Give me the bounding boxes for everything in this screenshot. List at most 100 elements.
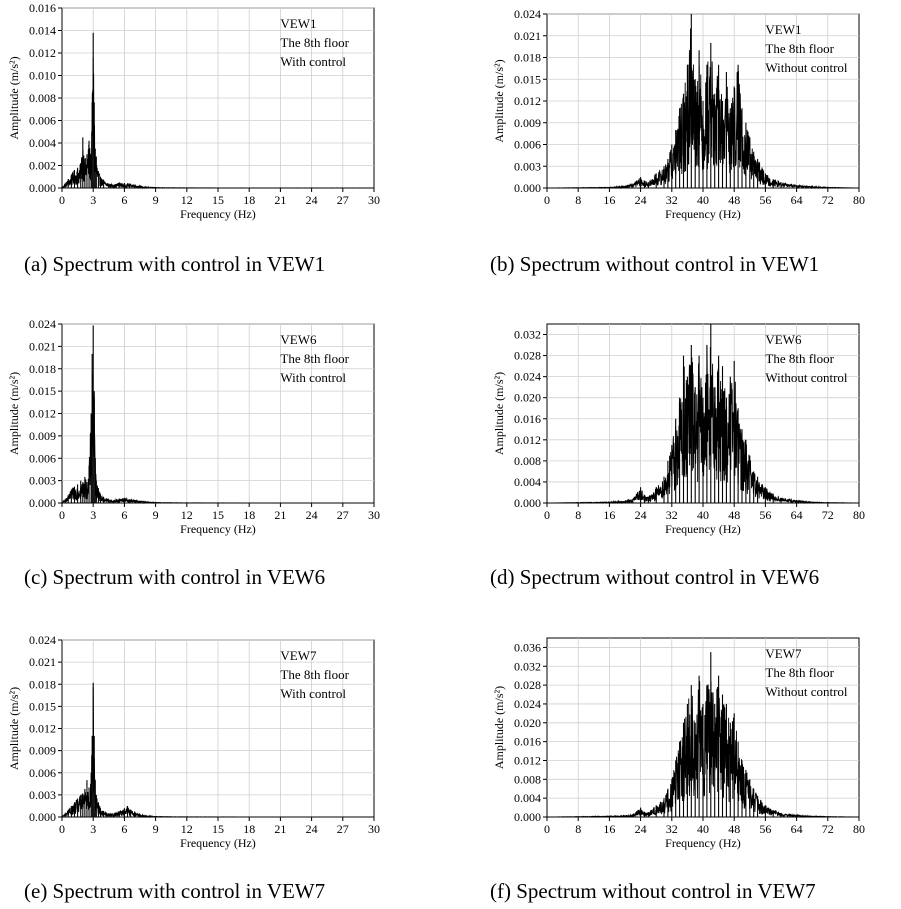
y-tick-label: 0.015 (29, 384, 56, 398)
chart-c: 0 3 6 9 12 15 18 21 24 27 30 0.000 0.003 0.006 0.009 0.… (7, 317, 380, 536)
chart-panel-a: 0 3 6 9 12 15 18 21 24 27 30 0.000 0.002 0.004 0.006 0.… (0, 0, 450, 290)
y-tick-label: 0.032 (514, 328, 541, 342)
y-tick-label: 0.018 (29, 362, 56, 376)
y-tick-label: 0.021 (29, 655, 56, 669)
x-tick-label: 32 (666, 822, 678, 836)
y-tick-label: 0.015 (29, 699, 56, 713)
chart-panel-d: 0 8 16 24 32 40 48 56 64 72 80 0.000 0.004 0.008 0.012… (450, 312, 901, 602)
y-tick-label: 0.015 (514, 72, 541, 86)
annotation-line-2: Without control (765, 60, 848, 75)
y-tick-label: 0.024 (29, 317, 56, 331)
x-tick-label: 72 (822, 508, 834, 522)
x-tick-label: 9 (153, 508, 159, 522)
y-tick-label: 0.000 (29, 496, 56, 510)
y-tick-label: 0.002 (29, 159, 56, 173)
caption-a: (a) Spectrum with control in VEW1 (24, 252, 326, 276)
x-tick-label: 30 (368, 822, 380, 836)
x-tick-label: 21 (274, 822, 286, 836)
y-axis-label: Amplitude (m/s²) (492, 372, 506, 455)
x-tick-label: 0 (59, 508, 65, 522)
x-tick-label: 27 (337, 822, 349, 836)
annotation-line-1: The 8th floor (280, 35, 349, 50)
annotation-line-2: Without control (765, 370, 848, 385)
x-tick-label: 12 (181, 193, 193, 207)
annotation-line-1: The 8th floor (765, 351, 834, 366)
x-tick-label: 27 (337, 193, 349, 207)
y-tick-label: 0.004 (29, 136, 56, 150)
x-tick-label: 6 (121, 508, 127, 522)
x-tick-label: 48 (728, 508, 740, 522)
y-tick-label: 0.008 (514, 454, 541, 468)
x-tick-label: 27 (337, 508, 349, 522)
caption-c: (c) Spectrum with control in VEW6 (24, 565, 326, 589)
x-tick-label: 0 (544, 508, 550, 522)
y-tick-label: 0.032 (514, 659, 541, 673)
x-tick-label: 72 (822, 822, 834, 836)
caption-e: (e) Spectrum with control in VEW7 (24, 879, 326, 903)
x-tick-label: 24 (635, 822, 647, 836)
annotation-line-2: With control (280, 370, 346, 385)
annotation-line-2: Without control (765, 684, 848, 699)
x-tick-label: 64 (791, 822, 803, 836)
x-tick-label: 12 (181, 508, 193, 522)
y-tick-label: 0.000 (514, 810, 541, 824)
x-tick-label: 40 (697, 508, 709, 522)
x-tick-label: 3 (90, 822, 96, 836)
y-tick-label: 0.006 (514, 138, 541, 152)
chart-panel-c: 0 3 6 9 12 15 18 21 24 27 30 0.000 0.003 0.006 0.009 0.… (0, 312, 450, 602)
x-axis-label: Frequency (Hz) (665, 522, 741, 536)
x-tick-label: 0 (544, 193, 550, 207)
chart-panel-f: 0 8 16 24 32 40 48 56 64 72 80 0.000 0.004 0.008 0.012… (450, 628, 901, 909)
y-tick-label: 0.009 (29, 744, 56, 758)
y-tick-label: 0.014 (29, 24, 56, 38)
caption-b: (b) Spectrum without control in VEW1 (490, 252, 820, 276)
y-tick-label: 0.024 (514, 370, 541, 384)
x-tick-label: 16 (603, 193, 615, 207)
y-tick-label: 0.021 (29, 339, 56, 353)
annotation-line-0: VEW1 (280, 16, 316, 31)
x-tick-label: 3 (90, 508, 96, 522)
x-tick-label: 6 (121, 193, 127, 207)
x-axis-label: Frequency (Hz) (665, 207, 741, 221)
y-tick-label: 0.020 (514, 391, 541, 405)
annotation-line-0: VEW7 (765, 646, 802, 661)
y-axis-label: Amplitude (m/s²) (7, 56, 21, 139)
x-tick-label: 18 (243, 508, 255, 522)
x-tick-label: 80 (853, 193, 865, 207)
y-tick-label: 0.006 (29, 451, 56, 465)
x-tick-label: 48 (728, 193, 740, 207)
x-tick-label: 56 (759, 193, 771, 207)
annotation-line-2: With control (280, 54, 346, 69)
x-tick-label: 15 (212, 193, 224, 207)
y-tick-label: 0.010 (29, 69, 56, 83)
x-axis-label: Frequency (Hz) (180, 522, 256, 536)
x-tick-label: 30 (368, 193, 380, 207)
x-tick-label: 72 (822, 193, 834, 207)
y-tick-label: 0.004 (514, 475, 541, 489)
chart-b: 0 8 16 24 32 40 48 56 64 72 80 0.000 0.003 0.006 0.009… (492, 7, 865, 221)
y-tick-label: 0.018 (514, 51, 541, 65)
annotation-line-1: The 8th floor (280, 351, 349, 366)
x-tick-label: 21 (274, 193, 286, 207)
x-tick-label: 56 (759, 822, 771, 836)
chart-panel-e: 0 3 6 9 12 15 18 21 24 27 30 0.000 0.003 0.006 0.009 0.… (0, 628, 450, 909)
x-tick-label: 64 (791, 508, 803, 522)
x-tick-label: 32 (666, 193, 678, 207)
x-tick-label: 18 (243, 822, 255, 836)
y-tick-label: 0.000 (29, 810, 56, 824)
y-tick-label: 0.000 (29, 181, 56, 195)
x-tick-label: 9 (153, 822, 159, 836)
chart-d: 0 8 16 24 32 40 48 56 64 72 80 0.000 0.004 0.008 0.012… (492, 323, 865, 536)
x-tick-label: 9 (153, 193, 159, 207)
y-axis-label: Amplitude (m/s²) (492, 686, 506, 769)
x-tick-label: 16 (603, 822, 615, 836)
y-axis-label: Amplitude (m/s²) (492, 59, 506, 142)
x-tick-label: 24 (306, 508, 318, 522)
y-tick-label: 0.012 (29, 407, 56, 421)
x-tick-label: 6 (121, 822, 127, 836)
annotation-line-0: VEW6 (280, 332, 317, 347)
y-tick-label: 0.021 (514, 29, 541, 43)
y-tick-label: 0.012 (514, 433, 541, 447)
x-tick-label: 80 (853, 822, 865, 836)
y-tick-label: 0.012 (29, 722, 56, 736)
